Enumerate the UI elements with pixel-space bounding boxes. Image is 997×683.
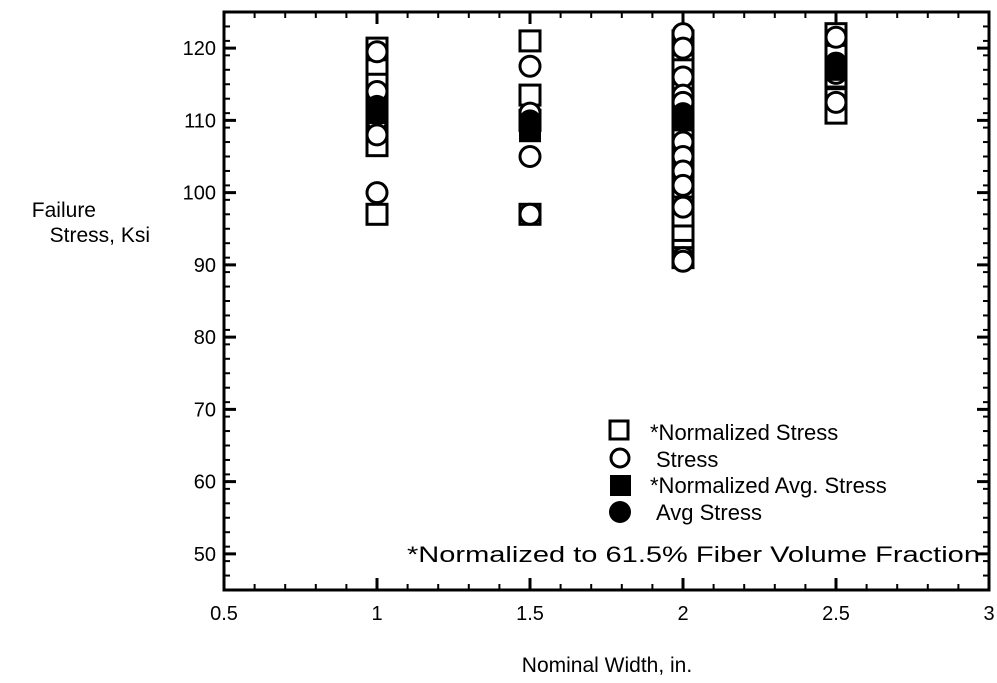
x-tick-label: 1 — [371, 603, 382, 625]
avg-stress-point — [825, 51, 847, 74]
stress-point — [518, 202, 542, 226]
legend-label-normalized-avg-stress: *Normalized Avg. Stress — [650, 473, 887, 498]
legend-marker-open-square — [608, 419, 630, 441]
avg-stress-point — [366, 94, 388, 117]
stress-point — [671, 249, 695, 273]
avg-stress-point — [672, 102, 694, 125]
y-axis-ticks: 50 60 70 80 90 100 110 120 — [183, 11, 989, 591]
normalization-note: *Normalized to 61.5% Fiber Volume Fracti… — [407, 542, 980, 567]
x-tick-label: 3 — [983, 603, 994, 625]
plot-area-frame — [222, 10, 991, 592]
y-axis-title-line-1: Failure — [32, 199, 96, 222]
y-tick-label: 110 — [184, 110, 216, 132]
legend-label-stress: Stress — [656, 447, 718, 472]
normalized-stress-point — [518, 29, 542, 53]
y-tick-label: 60 — [194, 472, 216, 494]
stress-point — [365, 181, 389, 205]
x-axis-ticks: 0.5 1 1.5 2 2.5 3 — [210, 12, 995, 625]
avg-stress-point — [519, 109, 541, 132]
stress-point — [518, 145, 542, 168]
y-tick-label: 50 — [194, 544, 216, 566]
legend-marker-filled-circle — [609, 501, 631, 523]
stress-point — [365, 40, 389, 64]
normalized-stress-point — [365, 202, 389, 226]
stress-point — [671, 173, 695, 197]
stress-point — [671, 36, 695, 60]
y-tick-label: 120 — [183, 38, 216, 60]
x-tick-label: 2.5 — [822, 603, 850, 625]
legend-marker-open-circle — [609, 447, 631, 469]
x-axis-title: Nominal Width, in. — [522, 654, 692, 677]
stress-point — [518, 54, 542, 78]
y-tick-label: 70 — [194, 399, 216, 421]
stress-point — [824, 90, 848, 114]
x-tick-label: 2 — [677, 603, 688, 625]
data-marks — [365, 22, 848, 273]
x-tick-label: 1.5 — [516, 603, 544, 625]
legend-label-avg-stress: Avg Stress — [656, 500, 762, 525]
y-tick-label: 90 — [194, 255, 216, 277]
stress-point — [824, 25, 848, 49]
y-tick-label: 80 — [194, 327, 216, 349]
stress-point — [365, 123, 389, 147]
stress-point — [671, 195, 695, 219]
legend-label-normalized-stress: *Normalized Stress — [650, 420, 838, 445]
legend: *Normalized Stress Stress *Normalized Av… — [608, 419, 887, 525]
x-tick-label: 0.5 — [210, 603, 238, 625]
legend-marker-filled-square — [610, 475, 631, 496]
y-tick-label: 100 — [183, 183, 216, 205]
y-axis-title-line-2: Stress, Ksi — [50, 224, 150, 247]
